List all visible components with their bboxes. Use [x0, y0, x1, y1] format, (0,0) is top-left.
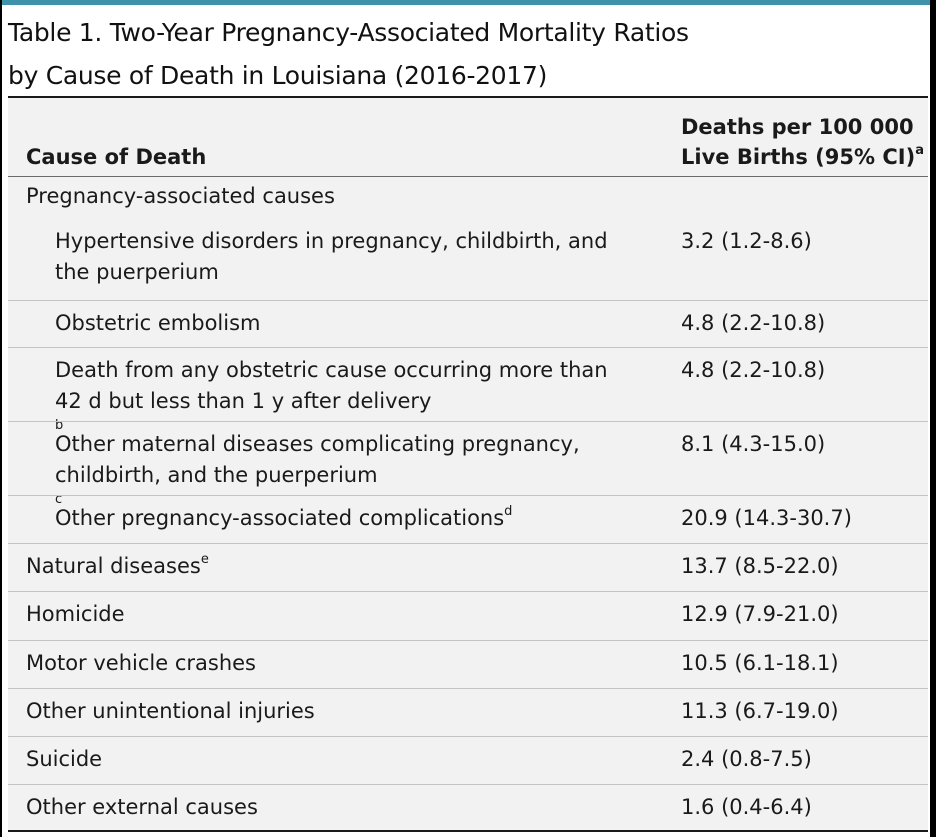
row-label: Motor vehicle crashes	[26, 651, 256, 675]
accent-bar	[2, 0, 930, 5]
row-label: Obstetric embolism	[55, 311, 261, 335]
mortality-table: Cause of Death Deaths per 100 000 Live B…	[8, 96, 928, 832]
row-label: Hypertensive disorders in pregnancy, chi…	[55, 229, 608, 284]
row-value: 1.6 (0.4-6.4)	[681, 795, 812, 819]
row-value: 12.9 (7.9-21.0)	[681, 602, 839, 626]
row-value: 20.9 (14.3-30.7)	[681, 506, 852, 530]
title-line-2: by Cause of Death in Louisiana (2016-201…	[8, 61, 548, 90]
table-row-hypertensive: Hypertensive disorders in pregnancy, chi…	[8, 219, 928, 300]
footnote-d: d	[504, 504, 513, 519]
table-row-late-obstetric: Death from any obstetric cause occurring…	[8, 347, 928, 432]
table-title: Table 1. Two-Year Pregnancy-Associated M…	[8, 11, 908, 97]
header-rate: Deaths per 100 000 Live Births (95% CI)a	[681, 112, 924, 172]
row-label: Suicide	[26, 747, 103, 771]
footnote-b: b	[55, 418, 64, 433]
table-row-other-maternal: Other maternal diseases complicating pre…	[8, 421, 928, 506]
row-label: Death from any obstetric cause occurring…	[55, 358, 608, 433]
row-value: 4.8 (2.2-10.8)	[681, 358, 826, 382]
header-rate-line-1: Deaths per 100 000	[681, 115, 914, 139]
table-row-natural: Natural diseasese 13.7 (8.5-22.0)	[8, 543, 928, 591]
row-value: 13.7 (8.5-22.0)	[681, 554, 839, 578]
table-row-motor: Motor vehicle crashes 10.5 (6.1-18.1)	[8, 640, 928, 688]
row-value: 10.5 (6.1-18.1)	[681, 651, 839, 675]
table-row-unintentional: Other unintentional injuries 11.3 (6.7-1…	[8, 688, 928, 736]
row-label: Other maternal diseases complicating pre…	[55, 432, 580, 507]
table-row-group-pregnancy: Pregnancy-associated causes	[8, 177, 928, 219]
table-row-homicide: Homicide 12.9 (7.9-21.0)	[8, 591, 928, 640]
table-row-embolism: Obstetric embolism 4.8 (2.2-10.8)	[8, 300, 928, 347]
row-value: 11.3 (6.7-19.0)	[681, 699, 839, 723]
row-value: 4.8 (2.2-10.8)	[681, 311, 826, 335]
footnote-e: e	[200, 552, 209, 567]
row-label: Pregnancy-associated causes	[26, 184, 335, 208]
table-row-other-pregnancy: Other pregnancy-associated complications…	[8, 495, 928, 543]
header-cause: Cause of Death	[26, 145, 207, 169]
row-label: Other unintentional injuries	[26, 699, 315, 723]
row-label: Homicide	[26, 602, 125, 626]
table-row-external: Other external causes 1.6 (0.4-6.4)	[8, 784, 928, 830]
table-header: Cause of Death Deaths per 100 000 Live B…	[8, 98, 928, 177]
row-label: Natural diseasese	[26, 552, 209, 578]
footnote-c: c	[55, 492, 63, 507]
title-line-1: Table 1. Two-Year Pregnancy-Associated M…	[8, 18, 689, 47]
row-label: Other pregnancy-associated complications…	[55, 504, 513, 530]
row-value: 2.4 (0.8-7.5)	[681, 747, 812, 771]
row-value: 8.1 (4.3-15.0)	[681, 432, 826, 456]
row-value: 3.2 (1.2-8.6)	[681, 229, 812, 253]
row-label: Other external causes	[26, 795, 258, 819]
footnote-a: a	[915, 143, 924, 158]
header-rate-line-2: Live Births (95% CI)a	[681, 143, 924, 169]
table-row-suicide: Suicide 2.4 (0.8-7.5)	[8, 736, 928, 784]
